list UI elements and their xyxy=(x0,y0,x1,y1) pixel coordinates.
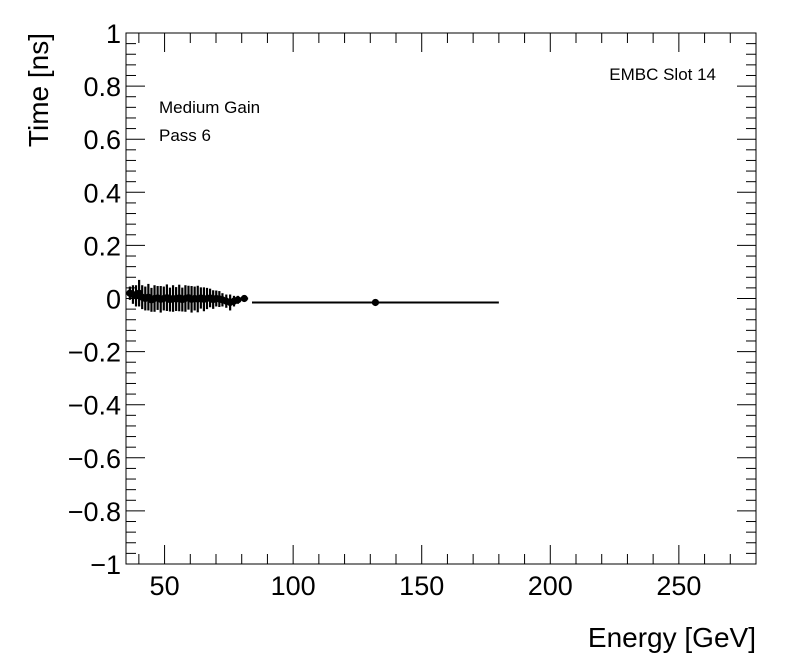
pass-label: Pass 6 xyxy=(159,126,211,145)
x-axis-title: Energy [GeV] xyxy=(588,622,756,653)
point-marker xyxy=(234,296,242,304)
slot-label: EMBC Slot 14 xyxy=(609,65,716,84)
axis-ticks xyxy=(126,32,757,565)
y-axis-title: Time [ns] xyxy=(23,33,54,147)
y-tick-label: 0.8 xyxy=(83,72,121,102)
x-tick-label: 150 xyxy=(399,571,444,601)
data-point xyxy=(252,298,499,307)
data-point xyxy=(240,294,249,303)
y-tick-label: 0.6 xyxy=(83,125,121,155)
y-tick-labels: −1 −0.8 −0.6 −0.4 −0.2 0 0.2 0.4 0.6 0.8 1 xyxy=(68,19,121,580)
y-tick-label: −0.2 xyxy=(68,338,121,368)
y-tick-label: −0.4 xyxy=(68,391,121,421)
gain-label: Medium Gain xyxy=(159,98,260,117)
data-point xyxy=(234,295,242,304)
point-marker xyxy=(371,298,380,307)
x-tick-label: 250 xyxy=(656,571,701,601)
y-tick-label: −0.8 xyxy=(68,497,121,527)
data-points xyxy=(126,279,499,313)
x-tick-label: 50 xyxy=(150,571,180,601)
x-tick-labels: 50 100 150 200 250 xyxy=(150,571,702,601)
x-tick-label: 100 xyxy=(271,571,316,601)
y-tick-label: −0.6 xyxy=(68,444,121,474)
y-tick-label: 0.4 xyxy=(83,178,121,208)
y-tick-label: 1 xyxy=(106,19,121,49)
point-marker xyxy=(240,294,248,303)
y-tick-label: 0 xyxy=(106,285,121,315)
y-tick-label: 0.2 xyxy=(83,231,121,261)
y-tick-label: −1 xyxy=(90,550,121,580)
x-tick-label: 200 xyxy=(528,571,573,601)
